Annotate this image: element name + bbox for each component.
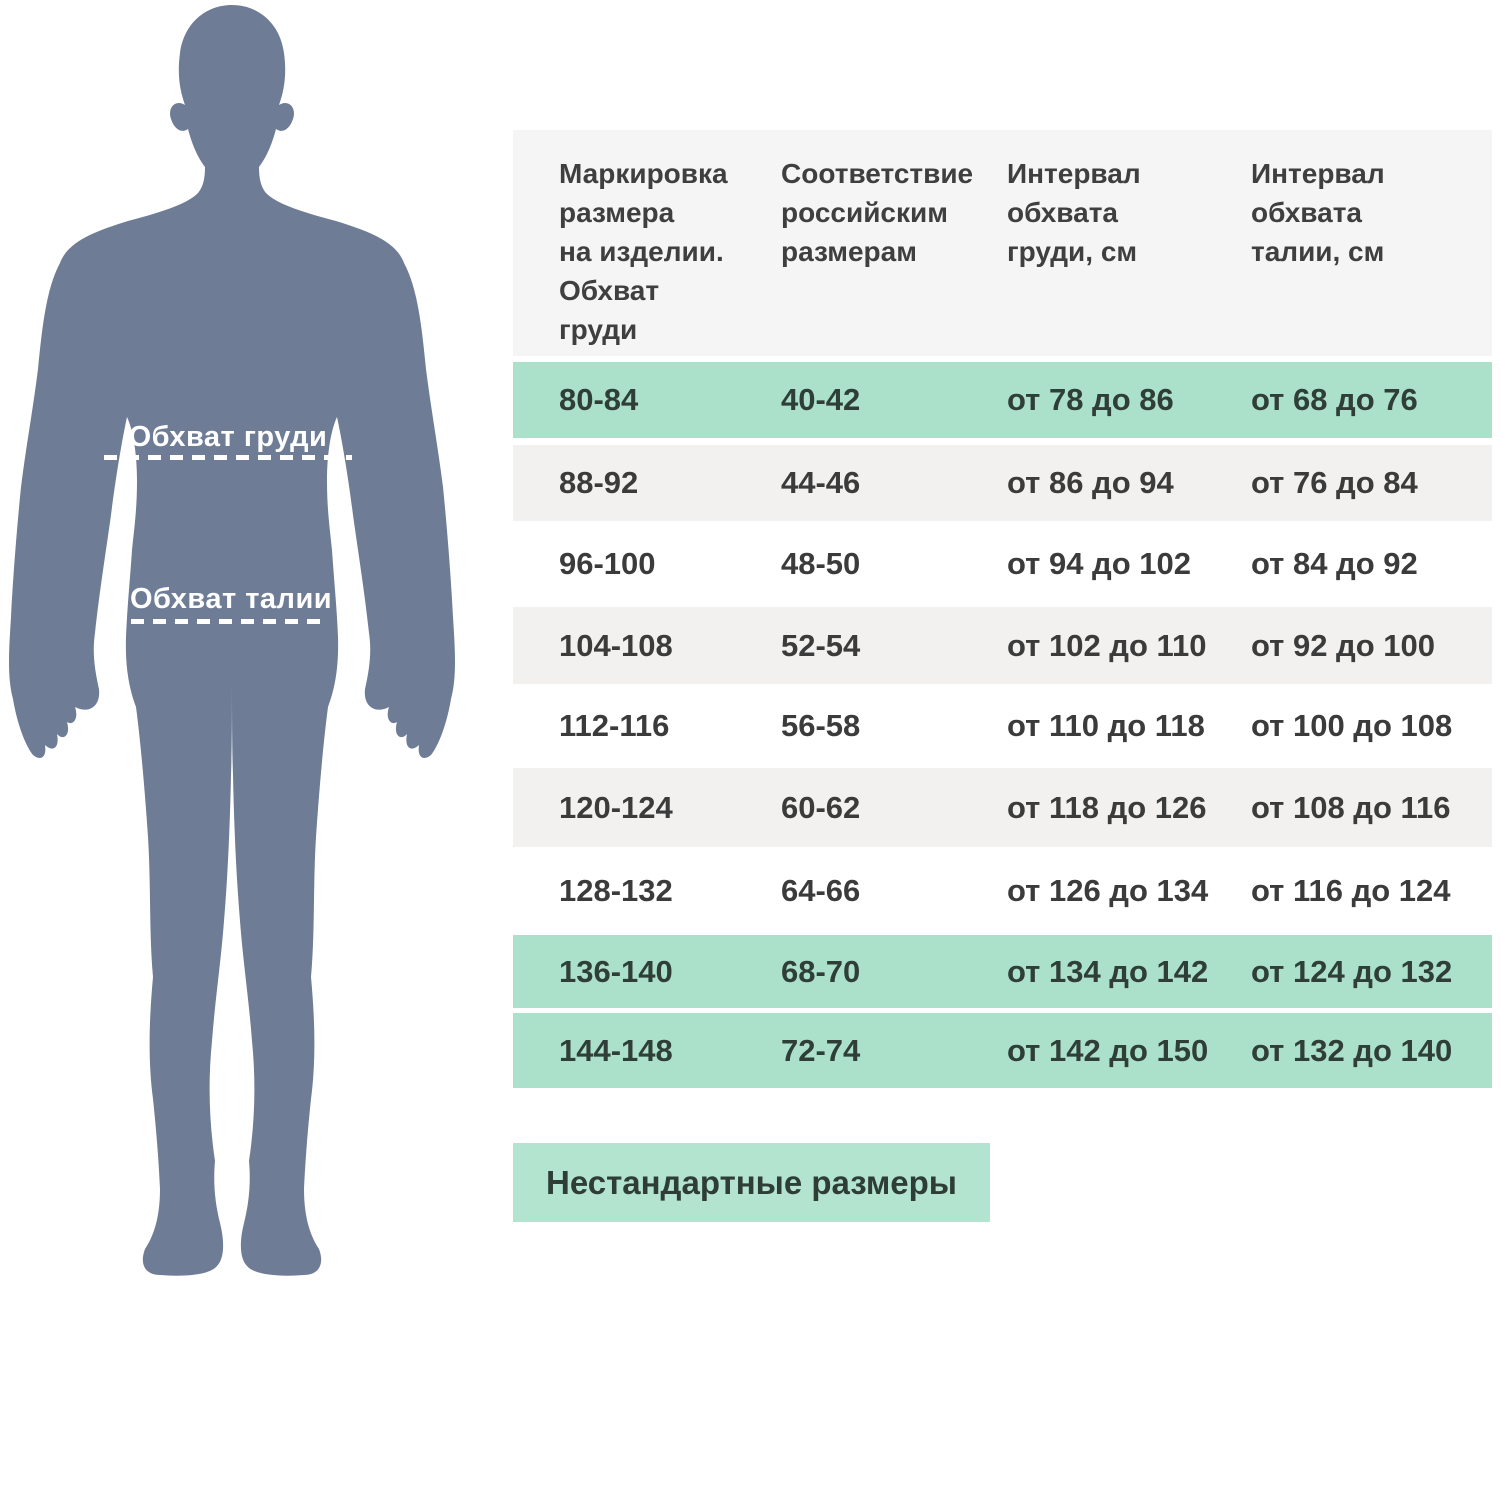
table-cell-mark: 80-84 bbox=[559, 382, 639, 417]
table-cell-waist: от 132 до 140 bbox=[1251, 1032, 1453, 1068]
nonstandard-sizes-button[interactable]: Нестандартные размеры bbox=[513, 1143, 990, 1222]
size-table: Маркировка размера на изделии. Обхват гр… bbox=[513, 130, 1492, 1088]
header-russian-sizes: Соответствие российским размерам bbox=[781, 158, 974, 267]
body-silhouette: Обхват груди Обхват талии bbox=[0, 0, 500, 1500]
waist-measure-label: Обхват талии bbox=[130, 583, 333, 615]
chest-measure-label: Обхват груди bbox=[128, 421, 328, 453]
table-row: 144-148 72-74 от 142 до 150 от 132 до 140 bbox=[513, 1013, 1492, 1088]
table-row: 120-124 60-62 от 118 до 126 от 108 до 116 bbox=[513, 768, 1492, 847]
table-cell-ru: 48-50 bbox=[781, 546, 861, 581]
table-cell-waist: от 116 до 124 bbox=[1251, 873, 1451, 908]
table-cell-ru: 52-54 bbox=[781, 627, 861, 663]
header-size-marking: Маркировка размера на изделии. Обхват гр… bbox=[559, 158, 728, 345]
table-cell-ru: 40-42 bbox=[781, 382, 861, 417]
table-row: 104-108 52-54 от 102 до 110 от 92 до 100 bbox=[513, 607, 1492, 684]
table-cell-chest: от 134 до 142 bbox=[1007, 953, 1209, 989]
table-row: 112-116 56-58 от 110 до 118 от 100 до 108 bbox=[513, 684, 1492, 768]
table-row: 128-132 64-66 от 126 до 134 от 116 до 124 bbox=[513, 847, 1492, 935]
table-cell-mark: 104-108 bbox=[559, 627, 673, 663]
table-row: 96-100 48-50 от 94 до 102 от 84 до 92 bbox=[513, 521, 1492, 607]
table-cell-mark: 88-92 bbox=[559, 465, 639, 500]
table-row: 88-92 44-46 от 86 до 94 от 76 до 84 bbox=[513, 445, 1492, 521]
table-cell-ru: 64-66 bbox=[781, 873, 861, 908]
table-cell-waist: от 92 до 100 bbox=[1251, 627, 1436, 663]
table-cell-mark: 136-140 bbox=[559, 953, 673, 989]
table-cell-waist: от 108 до 116 bbox=[1251, 789, 1451, 825]
table-cell-chest: от 126 до 134 bbox=[1007, 873, 1209, 908]
table-cell-mark: 112-116 bbox=[559, 708, 670, 743]
table-cell-chest: от 86 до 94 bbox=[1007, 465, 1174, 500]
table-row: 80-84 40-42 от 78 до 86 от 68 до 76 bbox=[513, 362, 1492, 438]
table-cell-ru: 56-58 bbox=[781, 708, 861, 743]
table-cell-waist: от 76 до 84 bbox=[1251, 465, 1418, 500]
table-cell-chest: от 94 до 102 bbox=[1007, 546, 1192, 581]
table-cell-waist: от 68 до 76 bbox=[1251, 382, 1418, 417]
table-cell-mark: 96-100 bbox=[559, 546, 656, 581]
table-cell-chest: от 142 до 150 bbox=[1007, 1032, 1209, 1068]
table-cell-ru: 68-70 bbox=[781, 953, 861, 989]
table-cell-ru: 72-74 bbox=[781, 1032, 861, 1068]
chest-dashed-line bbox=[104, 455, 352, 460]
table-cell-waist: от 124 до 132 bbox=[1251, 953, 1453, 989]
size-table-header: Маркировка размера на изделии. Обхват гр… bbox=[513, 130, 1492, 356]
table-cell-waist: от 84 до 92 bbox=[1251, 546, 1418, 581]
table-cell-chest: от 102 до 110 bbox=[1007, 627, 1207, 663]
table-cell-mark: 120-124 bbox=[559, 789, 673, 825]
table-cell-chest: от 118 до 126 bbox=[1007, 789, 1207, 825]
table-cell-ru: 44-46 bbox=[781, 465, 861, 500]
table-cell-ru: 60-62 bbox=[781, 789, 861, 825]
table-cell-mark: 144-148 bbox=[559, 1032, 673, 1068]
table-row: 136-140 68-70 от 134 до 142 от 124 до 132 bbox=[513, 935, 1492, 1008]
table-cell-waist: от 100 до 108 bbox=[1251, 708, 1453, 743]
table-cell-chest: от 78 до 86 bbox=[1007, 382, 1174, 417]
header-waist-interval: Интервал обхвата талии, см bbox=[1251, 158, 1385, 267]
table-cell-mark: 128-132 bbox=[559, 873, 673, 908]
header-chest-interval: Интервал обхвата груди, см bbox=[1007, 158, 1141, 267]
size-table-rows: 80-84 40-42 от 78 до 86 от 68 до 76 88-92 44-… bbox=[513, 362, 1492, 1088]
waist-dashed-line bbox=[131, 619, 321, 624]
male-silhouette-graphic bbox=[9, 5, 455, 1276]
table-cell-chest: от 110 до 118 bbox=[1007, 708, 1205, 743]
